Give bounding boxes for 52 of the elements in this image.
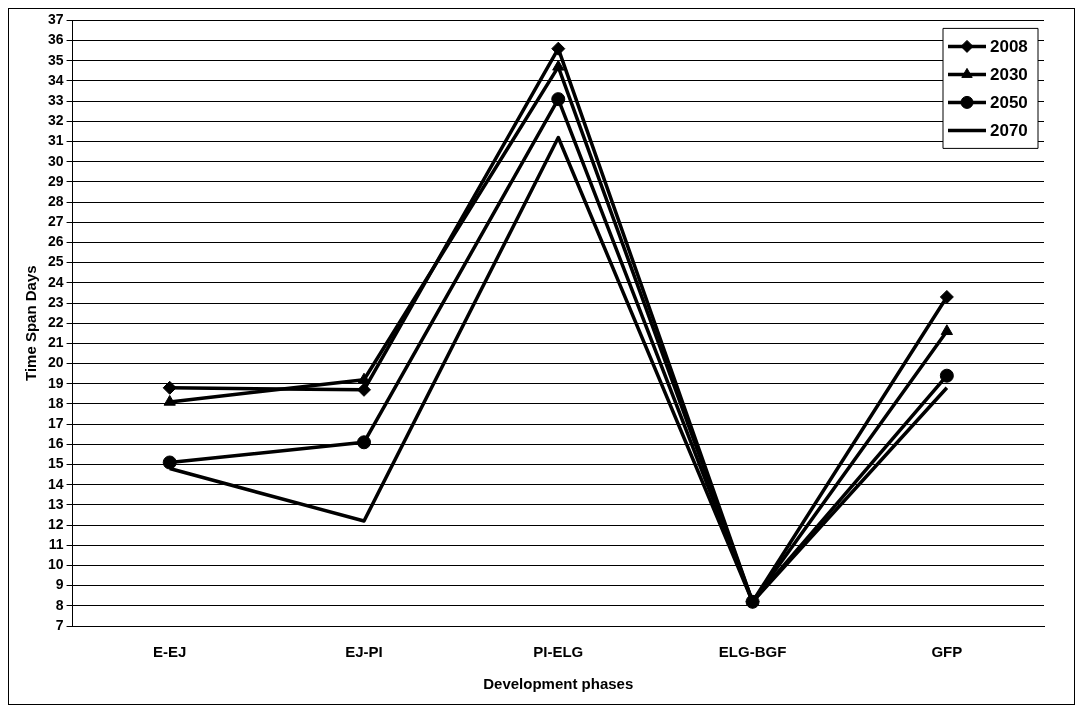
- point: [162, 455, 177, 470]
- y-tick-label: 29: [47, 172, 64, 189]
- y-axis-title: Time Span Days: [22, 265, 40, 381]
- y-tick-label: 21: [47, 334, 64, 351]
- point: [551, 41, 566, 56]
- y-tick-label: 22: [47, 314, 64, 331]
- point: [939, 289, 954, 304]
- point: [163, 394, 176, 406]
- x-axis-title: Development phases: [483, 675, 634, 693]
- point: [357, 382, 371, 397]
- y-tick-label: 15: [47, 455, 64, 472]
- x-tick-label: E-EJ: [153, 643, 187, 661]
- y-tick-label: 13: [47, 495, 64, 512]
- y-tick-label: 28: [47, 192, 64, 209]
- y-tick-label: 8: [55, 596, 64, 613]
- y-tick-label: 17: [47, 414, 64, 431]
- y-tick-label: 34: [47, 71, 64, 88]
- point: [939, 368, 954, 383]
- point: [940, 324, 953, 336]
- x-tick-label: ELG-BGF: [718, 643, 787, 661]
- y-tick-label: 7: [55, 616, 64, 633]
- x-tick-label: GFP: [931, 643, 963, 661]
- y-tick-label: 19: [47, 374, 64, 391]
- y-tick-label: 14: [47, 475, 64, 492]
- y-tick-label: 30: [47, 152, 64, 169]
- point: [357, 435, 371, 450]
- y-tick-label: 11: [48, 536, 64, 553]
- y-tick-label: 32: [47, 112, 64, 129]
- y-tick-label: 24: [47, 273, 64, 290]
- y-tick-label: 26: [47, 233, 64, 250]
- legend-label: 2050: [990, 93, 1028, 113]
- legend-label: 2008: [990, 37, 1028, 57]
- y-tick-label: 18: [47, 394, 64, 411]
- y-tick-label: 33: [47, 92, 64, 109]
- x-tick-label: PI-ELG: [533, 643, 584, 661]
- point: [551, 92, 566, 107]
- point: [162, 380, 177, 395]
- x-tick-label: EJ-PI: [345, 643, 383, 661]
- y-tick-label: 9: [55, 576, 64, 593]
- y-tick-label: 10: [47, 556, 64, 573]
- y-tick-label: 27: [47, 213, 64, 230]
- y-tick-label: 37: [47, 11, 64, 28]
- legend-label: 2070: [990, 121, 1028, 141]
- y-tick-label: 36: [47, 31, 64, 48]
- y-tick-label: 35: [47, 51, 64, 68]
- y-tick-label: 31: [47, 132, 64, 149]
- y-tick-label: 16: [47, 435, 64, 452]
- y-tick-label: 20: [47, 354, 64, 371]
- y-tick-label: 23: [47, 293, 64, 310]
- y-tick-label: 25: [47, 253, 64, 270]
- legend-label: 2030: [990, 65, 1028, 85]
- y-tick-label: 12: [47, 515, 64, 532]
